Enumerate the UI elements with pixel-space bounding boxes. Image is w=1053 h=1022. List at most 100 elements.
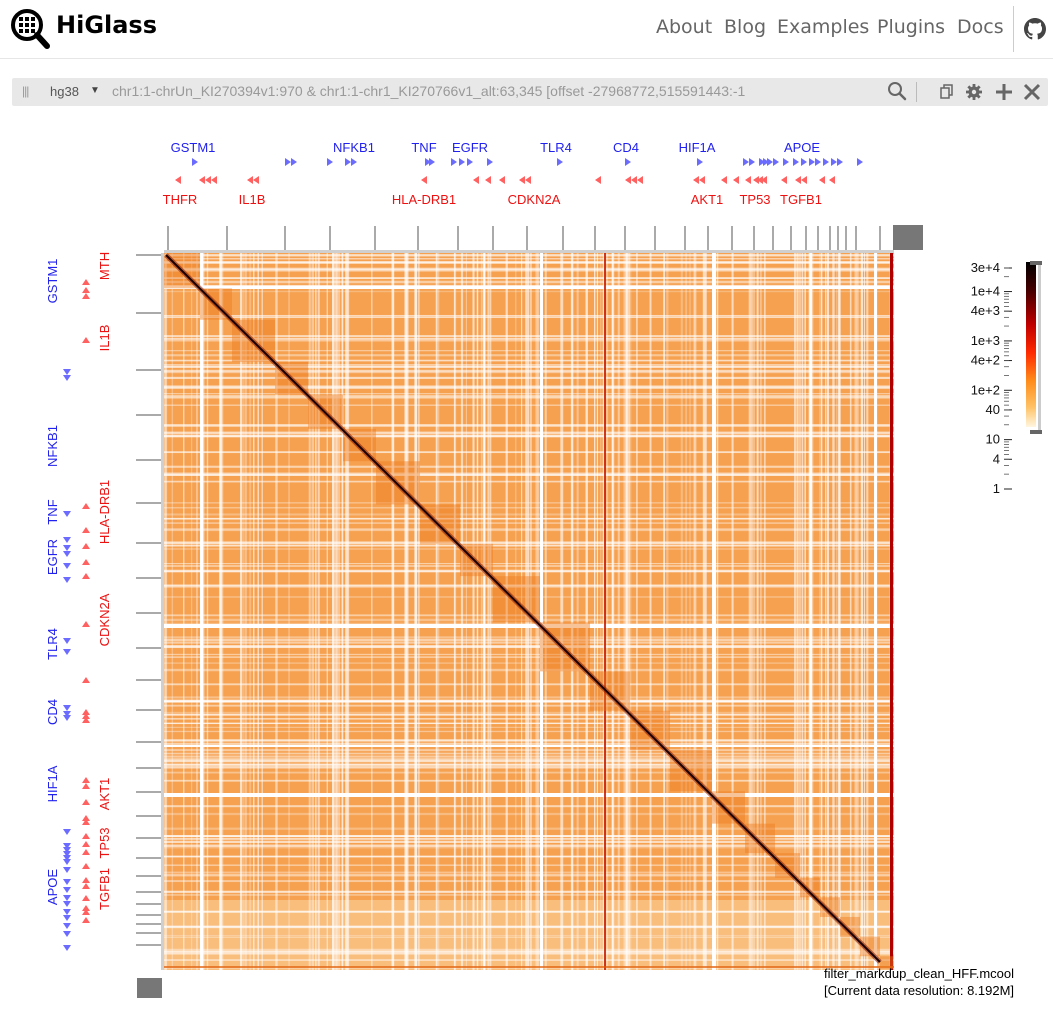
nav-blog[interactable]: Blog — [724, 16, 766, 38]
heatmap-texture-line — [544, 253, 547, 970]
left-gene-label[interactable]: EGFR — [45, 539, 60, 575]
heatmap-texture-line — [164, 542, 894, 545]
heatmap-texture-line — [164, 618, 894, 622]
gene-strand-arrow — [82, 677, 90, 683]
left-gene-label[interactable]: HIF1A — [45, 765, 60, 802]
heatmap-texture-line — [164, 622, 894, 625]
heatmap-texture-line — [164, 316, 894, 319]
top-gene-label[interactable]: HLA-DRB1 — [392, 192, 456, 207]
brand-title[interactable]: HiGlass — [56, 11, 158, 39]
gene-strand-arrow — [82, 621, 90, 627]
colorbar-tick-label: 40 — [986, 402, 1000, 417]
heatmap-texture-line — [809, 253, 813, 970]
assembly-select[interactable]: hg38 — [50, 84, 79, 99]
heatmap-texture-line — [855, 253, 858, 970]
top-gene-label[interactable]: CDKN2A — [508, 192, 561, 207]
drag-handle-icon[interactable]: ||| — [22, 84, 29, 98]
heatmap-texture-line — [605, 253, 609, 970]
nav-about[interactable]: About — [656, 16, 713, 38]
heatmap-texture-line — [164, 793, 894, 796]
heatmap-texture-line — [164, 517, 894, 520]
left-gene-annotation-track[interactable]: GSTM1 NFKB1 TNF EGFR TLR4 CD4 HIF1A APOE MTH IL1B… — [45, 252, 112, 951]
heatmap-texture-line — [164, 645, 894, 647]
plus-icon[interactable] — [994, 82, 1014, 102]
left-gene-label[interactable]: MTH — [97, 252, 112, 280]
gene-strand-arrow — [63, 563, 71, 569]
heatmap-sparse-region — [164, 900, 894, 970]
top-gene-label[interactable]: AKT1 — [691, 192, 724, 207]
gear-icon[interactable] — [964, 82, 984, 102]
heatmap-texture-line — [821, 253, 823, 970]
heatmap-texture-line — [164, 587, 894, 589]
left-gene-label[interactable]: APOE — [45, 869, 60, 905]
higlass-logo-icon[interactable] — [10, 8, 50, 50]
copy-icon[interactable] — [936, 82, 956, 102]
top-gene-label[interactable]: TNF — [411, 140, 436, 155]
top-gene-label[interactable]: GSTM1 — [171, 140, 216, 155]
top-gene-label[interactable]: NFKB1 — [333, 140, 375, 155]
heatmap-texture-line — [164, 261, 894, 264]
top-gene-label[interactable]: APOE — [784, 140, 820, 155]
heatmap-texture-line — [164, 740, 894, 743]
gene-strand-arrow — [63, 945, 71, 951]
hic-heatmap[interactable] — [164, 253, 894, 970]
search-icon[interactable] — [886, 80, 908, 102]
gene-strand-arrow — [82, 337, 90, 343]
top-gene-label[interactable]: TP53 — [739, 192, 770, 207]
nav-plugins[interactable]: Plugins — [877, 16, 946, 38]
colorbar-range-slider[interactable] — [1038, 265, 1041, 430]
left-gene-label[interactable]: GSTM1 — [45, 259, 60, 304]
top-gene-label[interactable]: THFR — [163, 192, 198, 207]
heatmap-texture-line — [625, 253, 627, 970]
heatmap-texture-line — [164, 718, 894, 720]
left-gene-label[interactable]: HLA-DRB1 — [97, 480, 112, 544]
heatmap-texture-line — [832, 253, 835, 970]
chromosome-block — [493, 576, 540, 623]
left-gene-label[interactable]: IL1B — [97, 325, 112, 352]
top-gene-label[interactable]: EGFR — [452, 140, 488, 155]
caret-down-icon[interactable]: ▼ — [90, 85, 100, 96]
genome-position-search-input[interactable]: chr1:1-chrUn_KI270394v1:970 & chr1:1-chr… — [112, 83, 746, 99]
left-gene-label[interactable]: TP53 — [97, 827, 112, 858]
close-icon[interactable] — [1022, 82, 1042, 102]
heatmap-diagonal-glow — [164, 253, 882, 964]
chromosome-block — [460, 543, 493, 577]
gene-strand-arrow — [351, 158, 357, 166]
top-gene-label[interactable]: CD4 — [613, 140, 639, 155]
colorbar-min-handle[interactable] — [1030, 430, 1042, 434]
colorbar-legend[interactable]: 3e+4 1e+4 4e+3 1e+3 4e+2 1e+2 40 10 4 1 — [971, 260, 1042, 496]
gene-strand-arrow — [63, 705, 71, 711]
heatmap-texture-line — [164, 934, 894, 937]
heatmap-texture-line — [182, 253, 185, 970]
left-gene-label[interactable]: TLR4 — [45, 628, 60, 660]
heatmap-texture-line — [164, 397, 894, 399]
top-gene-label[interactable]: IL1B — [239, 192, 266, 207]
left-gene-label[interactable]: AKT1 — [97, 778, 112, 811]
github-icon[interactable] — [1024, 18, 1046, 40]
colorbar-max-handle[interactable] — [1030, 261, 1042, 265]
gene-strand-arrow — [753, 176, 759, 184]
heatmap-texture-line — [164, 874, 894, 877]
heatmap-texture-line — [261, 253, 263, 970]
heatmap-texture-line — [164, 645, 894, 649]
heatmap-gap — [874, 253, 877, 970]
left-gene-label[interactable]: TNF — [45, 499, 60, 524]
nav-examples[interactable]: Examples — [777, 16, 870, 38]
top-gene-annotation-track[interactable]: GSTM1 NFKB1 TNF EGFR TLR4 CD4 HIF1A APOE THFR IL1… — [163, 140, 863, 207]
top-gene-label[interactable]: TGFB1 — [780, 192, 822, 207]
top-gene-label[interactable]: HIF1A — [679, 140, 716, 155]
nav-docs[interactable]: Docs — [957, 16, 1004, 38]
left-gene-label[interactable]: TGFB1 — [97, 868, 112, 910]
left-gene-label[interactable]: CD4 — [45, 699, 60, 725]
heatmap-texture-line — [856, 253, 859, 970]
heatmap-texture-line — [628, 253, 632, 970]
top-gene-label[interactable]: TLR4 — [540, 140, 572, 155]
heatmap-texture-line — [694, 253, 697, 970]
left-gene-label[interactable]: CDKN2A — [97, 593, 112, 646]
gene-strand-arrow — [837, 158, 843, 166]
gene-strand-arrow — [82, 833, 90, 839]
gene-strand-arrow — [525, 176, 531, 184]
left-gene-label[interactable]: NFKB1 — [45, 425, 60, 467]
heatmap-background — [164, 253, 894, 970]
